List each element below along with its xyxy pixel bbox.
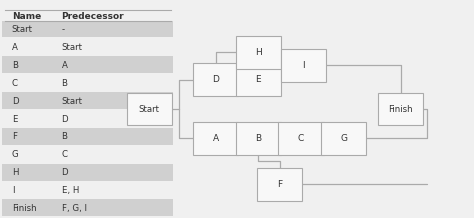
Text: A: A	[62, 61, 67, 70]
Text: Start: Start	[139, 104, 160, 114]
Text: E: E	[255, 75, 261, 84]
Text: I: I	[12, 186, 14, 195]
Text: B: B	[62, 79, 68, 88]
FancyBboxPatch shape	[2, 164, 173, 181]
FancyBboxPatch shape	[281, 49, 326, 82]
FancyBboxPatch shape	[193, 63, 238, 96]
Text: A: A	[213, 134, 219, 143]
Text: C: C	[62, 150, 68, 159]
Text: C: C	[298, 134, 304, 143]
FancyBboxPatch shape	[378, 93, 423, 125]
Text: I: I	[302, 61, 305, 70]
Text: -: -	[62, 25, 65, 34]
FancyBboxPatch shape	[236, 63, 281, 96]
FancyBboxPatch shape	[236, 122, 281, 155]
Text: G: G	[340, 134, 347, 143]
FancyBboxPatch shape	[193, 122, 238, 155]
Text: Finish: Finish	[388, 104, 413, 114]
FancyBboxPatch shape	[279, 122, 323, 155]
FancyBboxPatch shape	[236, 36, 281, 69]
FancyBboxPatch shape	[2, 128, 173, 145]
Text: C: C	[12, 79, 18, 88]
Text: B: B	[12, 61, 18, 70]
Text: D: D	[62, 114, 68, 124]
Text: A: A	[12, 43, 18, 52]
Text: Start: Start	[62, 97, 82, 106]
Text: F: F	[277, 180, 282, 189]
Text: B: B	[255, 134, 261, 143]
Text: H: H	[12, 168, 18, 177]
FancyBboxPatch shape	[127, 93, 172, 125]
Text: F, G, I: F, G, I	[62, 204, 87, 213]
FancyBboxPatch shape	[257, 168, 302, 201]
Text: F: F	[12, 132, 17, 141]
Text: Predecessor: Predecessor	[62, 12, 124, 21]
FancyBboxPatch shape	[321, 122, 366, 155]
Text: Finish: Finish	[12, 204, 36, 213]
Text: D: D	[62, 168, 68, 177]
Text: G: G	[12, 150, 18, 159]
Text: H: H	[255, 48, 262, 57]
Text: Start: Start	[12, 25, 33, 34]
Text: E: E	[12, 114, 18, 124]
Text: D: D	[12, 97, 18, 106]
FancyBboxPatch shape	[2, 92, 173, 109]
Text: E, H: E, H	[62, 186, 79, 195]
FancyBboxPatch shape	[2, 199, 173, 216]
Text: Name: Name	[12, 12, 41, 21]
Text: B: B	[62, 132, 68, 141]
Text: Start: Start	[62, 43, 82, 52]
FancyBboxPatch shape	[2, 21, 173, 37]
Text: D: D	[212, 75, 219, 84]
FancyBboxPatch shape	[2, 56, 173, 73]
